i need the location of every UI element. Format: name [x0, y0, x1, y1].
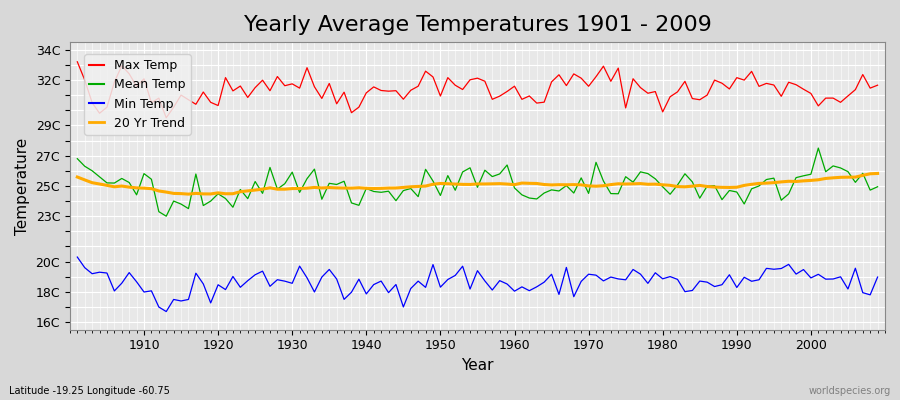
Text: Latitude -19.25 Longitude -60.75: Latitude -19.25 Longitude -60.75	[9, 386, 170, 396]
Y-axis label: Temperature: Temperature	[15, 137, 30, 234]
X-axis label: Year: Year	[461, 358, 494, 373]
Legend: Max Temp, Mean Temp, Min Temp, 20 Yr Trend: Max Temp, Mean Temp, Min Temp, 20 Yr Tre…	[85, 54, 191, 135]
Title: Yearly Average Temperatures 1901 - 2009: Yearly Average Temperatures 1901 - 2009	[244, 15, 711, 35]
Text: worldspecies.org: worldspecies.org	[809, 386, 891, 396]
